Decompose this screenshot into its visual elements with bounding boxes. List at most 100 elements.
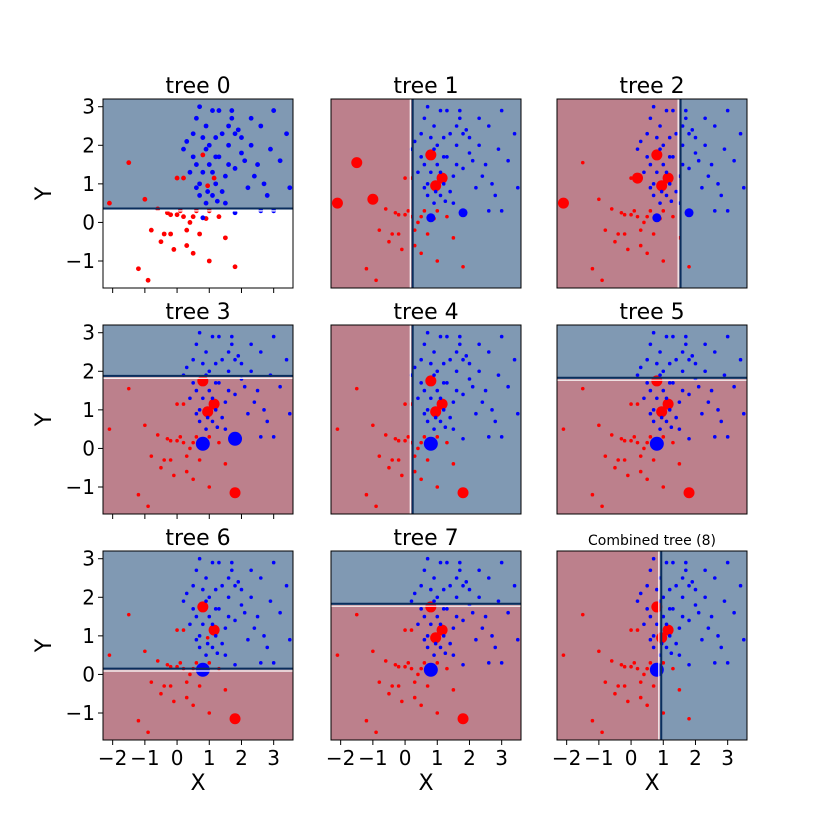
point-red-24 [662, 624, 674, 636]
point-blue-41 [412, 365, 417, 370]
point-blue-15 [203, 123, 209, 129]
point-blue-9 [738, 583, 743, 588]
point-red-5 [374, 278, 378, 283]
point-blue-39 [664, 108, 669, 113]
point-blue-36 [242, 610, 247, 615]
point-blue-25 [193, 162, 199, 167]
point-blue-51 [197, 645, 202, 650]
point-blue-10 [486, 350, 491, 354]
point-blue-39 [438, 560, 443, 565]
point-blue-0 [426, 213, 436, 223]
point-blue-45 [258, 435, 263, 439]
point-blue-45 [712, 661, 717, 665]
point-red-0 [107, 200, 112, 206]
point-blue-15 [432, 124, 436, 128]
point-red-1 [351, 157, 363, 169]
point-blue-3 [680, 162, 685, 167]
point-blue-15 [658, 124, 662, 128]
point-red-20 [651, 458, 656, 462]
region-right [660, 551, 747, 740]
point-red-25 [435, 259, 440, 263]
point-blue-9 [512, 357, 517, 362]
point-blue-46 [287, 411, 292, 416]
region-below [103, 669, 293, 740]
point-blue-38 [448, 357, 452, 362]
point-red-13 [396, 232, 401, 236]
point-blue-30 [454, 124, 459, 128]
point-blue-16 [435, 143, 440, 148]
point-blue-55 [477, 342, 481, 347]
point-red-15 [184, 695, 189, 700]
point-red-27 [457, 713, 469, 725]
point-red-24 [662, 172, 674, 184]
point-blue-12 [690, 580, 695, 584]
point-red-11 [178, 435, 183, 439]
point-red-21 [419, 477, 423, 482]
point-red-0 [335, 653, 340, 657]
point-red-24 [211, 175, 217, 181]
point-blue-40 [635, 147, 640, 151]
point-blue-4 [687, 357, 691, 362]
point-blue-44 [223, 427, 228, 431]
point-red-28 [677, 462, 682, 466]
point-blue-42 [416, 622, 420, 627]
point-blue-20 [651, 182, 656, 186]
point-red-0 [107, 427, 112, 431]
point-red-23 [430, 180, 442, 192]
point-red-6 [609, 659, 614, 663]
point-red-30 [412, 454, 417, 458]
point-blue-33 [490, 182, 494, 186]
point-blue-21 [655, 396, 659, 401]
ytick-label: 3 [82, 321, 95, 345]
point-red-15 [638, 695, 643, 700]
point-blue-22 [435, 162, 440, 167]
point-blue-19 [226, 142, 231, 148]
point-red-18 [645, 214, 649, 219]
point-blue-10 [486, 576, 491, 580]
point-blue-41 [412, 139, 417, 144]
point-blue-23 [210, 193, 215, 198]
point-red-18 [190, 214, 196, 220]
point-blue-29 [217, 560, 221, 565]
point-blue-55 [477, 568, 481, 573]
point-blue-21 [655, 170, 659, 175]
point-red-4 [364, 718, 369, 723]
point-blue-56 [229, 108, 235, 113]
point-blue-45 [712, 209, 717, 213]
point-blue-36 [242, 384, 247, 389]
point-blue-13 [458, 342, 462, 347]
point-blue-7 [264, 193, 270, 198]
point-red-2 [143, 423, 147, 428]
xtick-label: 3 [267, 746, 280, 770]
point-red-7 [613, 691, 617, 696]
point-red-30 [412, 228, 417, 232]
point-red-2 [143, 649, 147, 654]
point-red-22 [197, 375, 209, 387]
point-red-1 [580, 612, 585, 617]
point-blue-25 [194, 614, 199, 619]
point-blue-31 [239, 587, 244, 592]
point-red-4 [136, 266, 141, 272]
point-blue-4 [233, 357, 237, 362]
point-blue-48 [433, 415, 438, 420]
point-blue-31 [467, 587, 472, 592]
point-red-2 [142, 196, 148, 202]
point-red-0 [331, 197, 343, 209]
point-red-23 [430, 632, 442, 644]
point-red-1 [126, 386, 131, 391]
point-blue-49 [210, 622, 215, 627]
point-red-17 [181, 402, 186, 406]
point-blue-29 [217, 334, 221, 339]
point-red-21 [190, 250, 196, 256]
point-blue-12 [235, 127, 241, 133]
point-red-28 [451, 462, 456, 466]
point-red-8 [619, 662, 624, 667]
point-blue-31 [467, 361, 472, 366]
point-blue-50 [215, 425, 220, 430]
ytick-label: 3 [82, 95, 95, 119]
ytick-label: −1 [66, 475, 95, 499]
point-blue-38 [674, 583, 678, 588]
ytick-label: 2 [82, 585, 95, 609]
point-red-14 [400, 473, 404, 478]
